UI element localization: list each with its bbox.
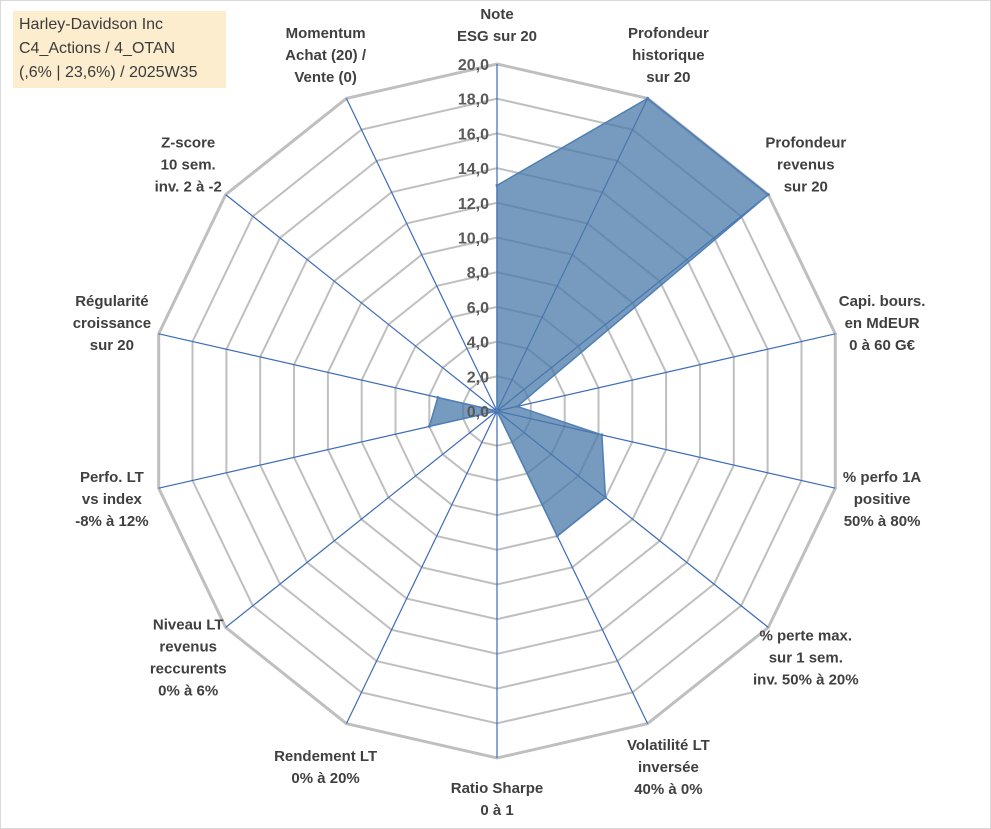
axis-label-line: Z-score	[161, 135, 215, 152]
axis-label-line: Ratio Sharpe	[451, 780, 544, 797]
tick-label: 8,0	[467, 265, 489, 282]
axis-label-line: -8% à 12%	[75, 513, 148, 530]
radar-tick-labels: 0,0 2,0 4,0 6,0 8,0 10,0 12,0 14,0 16,0 18,0 20,0	[458, 57, 489, 421]
axis-label-line: inv. 50% à 20%	[753, 671, 859, 688]
axis-label-line: % perfo 1A	[843, 469, 922, 486]
axis-label-line: 0 à 60 G€	[849, 337, 916, 354]
axis-label-line: vs index	[82, 491, 143, 508]
axis-label-line: sur 1 sem.	[769, 649, 843, 666]
info-box: Harley-Davidson Inc C4_Actions / 4_OTAN …	[13, 11, 226, 88]
axis-label-line: Vente (0)	[294, 69, 357, 86]
axis-label-line: 0% à 20%	[291, 770, 359, 787]
axis-label-line: inversée	[638, 759, 699, 776]
tick-label: 18,0	[458, 92, 489, 109]
axis-label: Perfo. LT vs index -8% à 12%	[75, 469, 148, 530]
radar-axis-labels: Note ESG sur 20 Profondeur historique sur 20…	[73, 6, 926, 819]
axis-label-line: 0% à 6%	[158, 682, 218, 699]
axis-label: Régularité croissance sur 20	[73, 293, 151, 354]
axis-label-line: Niveau LT	[153, 616, 224, 633]
axis-label: Niveau LT revenus reccurents 0% à 6%	[150, 616, 227, 699]
data-point	[495, 183, 499, 187]
axis-label-line: positive	[854, 491, 911, 508]
axis-label-line: % perte max.	[760, 627, 853, 644]
data-point	[766, 193, 770, 197]
tick-label: 2,0	[467, 369, 489, 386]
tick-label: 16,0	[458, 126, 489, 143]
axis-label-line: Capi. bours.	[839, 293, 926, 310]
spoke-line	[345, 410, 498, 724]
axis-label-line: sur 20	[646, 69, 690, 86]
data-point	[555, 534, 559, 538]
spoke-line	[225, 194, 498, 412]
axis-label-line: sur 20	[784, 179, 828, 196]
axis-label-line: reccurents	[150, 660, 227, 677]
data-point	[495, 409, 499, 413]
axis-label-line: Régularité	[75, 293, 148, 310]
axis-label-line: Profondeur	[628, 25, 709, 42]
axis-label: % perte max. sur 1 sem. inv. 50% à 20%	[753, 627, 859, 688]
tick-label: 14,0	[458, 161, 489, 178]
axis-label: % perfo 1A positive 50% à 80%	[843, 469, 922, 530]
axis-label-line: Momentum	[286, 25, 366, 42]
axis-label-line: 50% à 80%	[844, 513, 921, 530]
axis-label-line: sur 20	[90, 337, 134, 354]
axis-label-line: Achat (20) /	[285, 47, 367, 64]
axis-label: Profondeur revenus sur 20	[765, 135, 846, 196]
axis-label: Volatilité LT inversée 40% à 0%	[627, 737, 710, 798]
data-point	[436, 396, 440, 399]
axis-label-line: Profondeur	[765, 135, 846, 152]
axis-label-line: Rendement LT	[274, 748, 377, 765]
axis-label-line: en MdEUR	[845, 315, 920, 332]
spoke-line	[345, 98, 498, 412]
axis-label: Ratio Sharpe 0 à 1	[451, 780, 544, 819]
axis-label-line: 0 à 1	[480, 802, 513, 819]
info-line-company: Harley-Davidson Inc	[19, 16, 164, 33]
axis-label-line: historique	[632, 47, 705, 64]
axis-label: Z-score 10 sem. inv. 2 à -2	[155, 135, 222, 196]
tick-label: 0,0	[467, 404, 489, 421]
axis-label-line: 40% à 0%	[634, 781, 702, 798]
tick-label: 12,0	[458, 196, 489, 213]
axis-label-line: inv. 2 à -2	[155, 179, 222, 196]
axis-label-line: Perfo. LT	[80, 469, 144, 486]
axis-label: Note ESG sur 20	[457, 6, 537, 45]
axis-label: Momentum Achat (20) / Vente (0)	[285, 25, 367, 86]
info-line-stats: (,6% | 23,6%) / 2025W35	[19, 64, 198, 81]
tick-label: 6,0	[467, 300, 489, 317]
radar-series	[427, 96, 770, 538]
axis-label-line: Volatilité LT	[627, 737, 710, 754]
axis-label-line: revenus	[777, 157, 835, 174]
spoke-line	[225, 410, 498, 628]
axis-label: Profondeur historique sur 20	[628, 25, 709, 86]
axis-label-line: Note	[480, 6, 513, 23]
axis-label-line: revenus	[159, 638, 217, 655]
data-point	[515, 404, 519, 408]
axis-label-line: ESG sur 20	[457, 28, 537, 45]
axis-label: Rendement LT 0% à 20%	[274, 748, 377, 787]
data-point	[600, 433, 604, 437]
data-point	[427, 424, 431, 428]
tick-label: 20,0	[458, 57, 489, 74]
tick-label: 4,0	[467, 335, 489, 352]
tick-label: 10,0	[458, 231, 489, 248]
series-area	[428, 97, 770, 538]
axis-label-line: croissance	[73, 315, 151, 332]
axis-label-line: 10 sem.	[161, 157, 216, 174]
axis-label: Capi. bours. en MdEUR 0 à 60 G€	[839, 293, 926, 354]
data-point	[604, 496, 607, 499]
info-line-category: C4_Actions / 4_OTAN	[19, 40, 176, 57]
data-point	[646, 96, 650, 100]
spoke-line	[496, 333, 836, 412]
